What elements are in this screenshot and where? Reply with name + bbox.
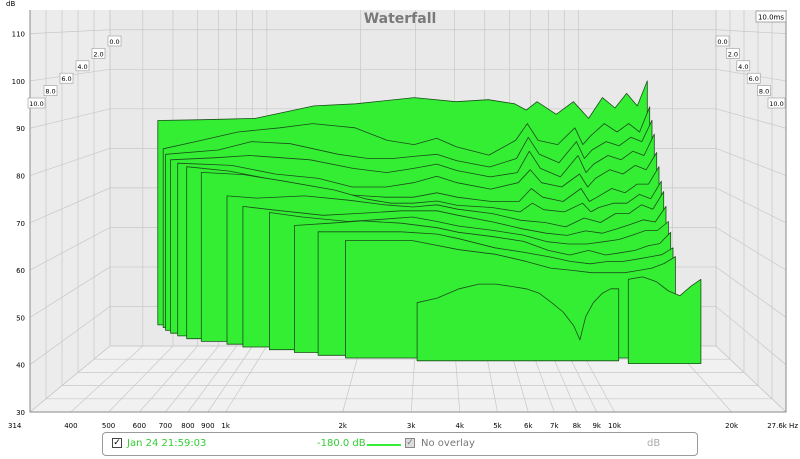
depth-label-right: 0.0 xyxy=(717,38,727,46)
grid-line xyxy=(715,227,787,271)
grid-line xyxy=(715,187,787,224)
left-wall xyxy=(30,10,110,412)
grid-line xyxy=(70,345,144,413)
x-tick-label: 2k xyxy=(338,422,347,430)
depth-label-right: 6.0 xyxy=(749,75,759,83)
x-tick-label: 3k xyxy=(407,422,416,430)
time-label: 10.0ms xyxy=(758,14,784,22)
legend-unit-label: dB xyxy=(647,438,661,449)
y-tick-label: 90 xyxy=(16,125,25,133)
grid-line xyxy=(165,345,219,413)
x-tick-label: 700 xyxy=(159,422,172,430)
waterfall-slice xyxy=(627,276,702,364)
depth-label-box-left xyxy=(59,72,74,84)
y-tick-label: 40 xyxy=(16,362,25,370)
depth-label-box-left xyxy=(27,97,46,109)
grid-line xyxy=(715,108,787,129)
overlay-checkbox[interactable]: ✓ xyxy=(405,438,415,448)
grid-line xyxy=(108,345,174,413)
depth-label-box-left xyxy=(107,35,122,47)
depth-label-left: 6.0 xyxy=(61,75,71,83)
depth-label-box-right xyxy=(767,97,786,109)
x-tick-label: 20k xyxy=(725,422,739,430)
grid-line xyxy=(29,227,111,271)
depth-label-box-right xyxy=(757,85,771,96)
x-tick-label: 5k xyxy=(493,422,502,430)
right-wall xyxy=(716,10,786,412)
x-tick-label: 4k xyxy=(456,422,465,430)
x-tick-label: 600 xyxy=(133,422,146,430)
grid-line xyxy=(715,29,787,34)
measurement-checkbox[interactable]: ✓ xyxy=(112,438,122,448)
depth-label-box-right xyxy=(746,72,761,84)
y-tick-label: 60 xyxy=(16,267,25,275)
grid-line xyxy=(715,266,787,318)
depth-label-right: 2.0 xyxy=(728,50,738,58)
depth-label-right: 4.0 xyxy=(738,63,748,71)
y-tick-label: 70 xyxy=(16,220,25,228)
depth-label-left: 0.0 xyxy=(109,38,119,46)
y-tick-label: 80 xyxy=(16,173,25,181)
waterfall-slice xyxy=(416,283,620,362)
x-tick-labels: 314 400 500 600 700 800 900 1k 2k 3k 4k 5k 6k 7k 8k 9k 1… xyxy=(8,422,798,430)
grid-line xyxy=(29,306,111,365)
grid-line xyxy=(29,148,111,176)
depth-label-left: 8.0 xyxy=(45,88,55,96)
time-label-box xyxy=(755,10,787,23)
depth-label-left: 2.0 xyxy=(93,50,103,58)
grid-line xyxy=(207,345,253,413)
waterfall-slices xyxy=(157,80,702,364)
grid-line xyxy=(225,345,268,413)
grid-line xyxy=(29,108,111,129)
plot-frame xyxy=(29,10,787,413)
legend-bar: ✓ Jan 24 21:59:03 -180.0 dB ✓ No overlay… xyxy=(102,432,698,456)
y-tick-label: 110 xyxy=(12,31,25,39)
x-tick-label: 800 xyxy=(181,422,194,430)
measurement-line-swatch xyxy=(367,444,401,446)
waterfall-chart: Waterfall 10.0ms 30 40 50 60 70 80 90 100 110 314 40… xyxy=(6,0,799,430)
grid-line xyxy=(715,345,787,413)
x-tick-label: 9k xyxy=(592,422,601,430)
x-tick-label: 7k xyxy=(550,422,559,430)
x-tick-label: 8k xyxy=(573,422,582,430)
x-tick-label: 500 xyxy=(102,422,115,430)
x-tick-label: 314 xyxy=(8,422,22,430)
x-tick-label: 400 xyxy=(64,422,77,430)
x-tick-label: 10k xyxy=(608,422,622,430)
grid-line xyxy=(139,345,198,413)
chart-title: Waterfall xyxy=(364,11,437,27)
grid-line xyxy=(29,29,111,34)
grid-line xyxy=(29,266,111,318)
overlay-label[interactable]: No overlay xyxy=(421,438,475,449)
measurement-date-label[interactable]: Jan 24 21:59:03 xyxy=(127,438,207,449)
depth-label-box-right xyxy=(715,35,730,47)
grid-line xyxy=(187,345,237,413)
grid-line xyxy=(715,148,787,176)
depth-label-right: 10.0 xyxy=(769,100,783,108)
y-tick-label: 50 xyxy=(16,314,25,322)
grid-line xyxy=(715,306,787,365)
depth-label-left: 4.0 xyxy=(77,63,87,71)
grid-line xyxy=(29,345,111,413)
grid-line xyxy=(29,187,111,224)
y-tick-label: 100 xyxy=(12,78,25,86)
y-tick-label: 30 xyxy=(16,409,25,417)
x-tick-label: 6k xyxy=(524,422,533,430)
measurement-value-label: -180.0 dB xyxy=(317,438,366,449)
depth-label-left: 10.0 xyxy=(29,100,43,108)
depth-label-box-left xyxy=(91,48,106,59)
waterfall-plot: Waterfall 10.0ms 30 40 50 60 70 80 90 100 110 314 40… xyxy=(8,10,799,430)
x-tick-label: 27.6k Hz xyxy=(767,422,798,430)
depth-label-right: 8.0 xyxy=(759,88,769,96)
depth-label-box-right xyxy=(726,48,740,59)
y-unit-label: dB xyxy=(6,0,16,8)
depth-label-box-left xyxy=(43,85,58,96)
depth-label-box-right xyxy=(736,60,751,72)
x-tick-label: 900 xyxy=(201,422,214,430)
x-tick-label: 1k xyxy=(221,422,230,430)
depth-label-box-left xyxy=(75,60,90,72)
